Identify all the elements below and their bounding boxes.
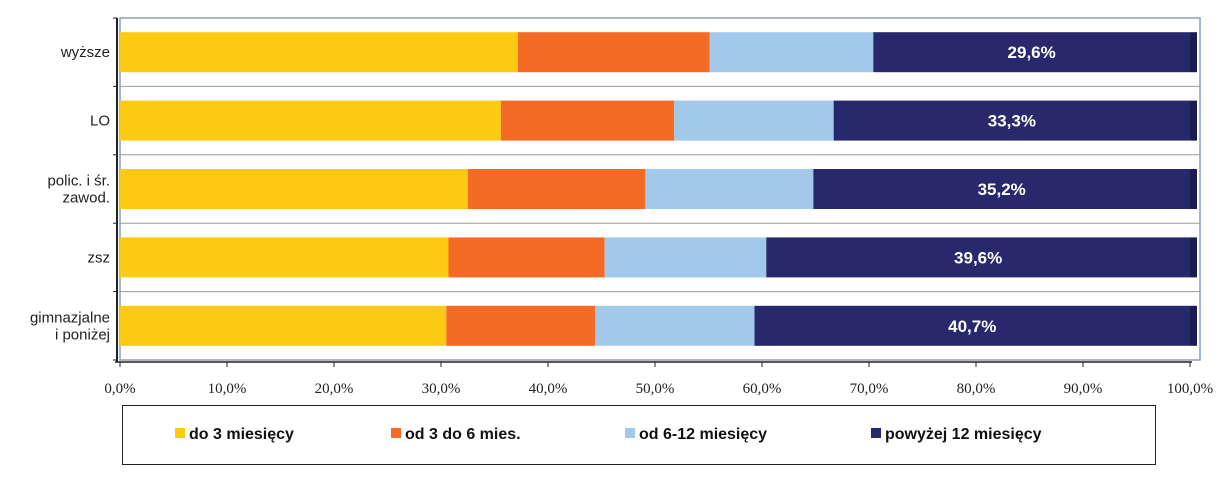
category-labels: wyższe LO polic. i śr.zawod. zsz gimnazjalne… <box>30 44 110 343</box>
axes <box>113 17 1192 367</box>
bar-segment-1-row-5 <box>120 305 447 346</box>
bar-end-edge <box>1190 100 1197 141</box>
legend-swatch-3-to-6-months <box>391 428 401 438</box>
legend-swatch-over-12-months <box>871 428 881 438</box>
data-label: 40,7% <box>948 317 996 336</box>
x-tick-label: 30,0% <box>422 381 461 397</box>
bar-end-edge <box>1190 32 1197 73</box>
x-tick-label: 50,0% <box>636 381 675 397</box>
bar-segment-3-row-2 <box>674 100 834 141</box>
x-tick-label: 90,0% <box>1064 381 1103 397</box>
bar-segment-3-row-1 <box>709 32 874 73</box>
bar-segment-2-row-5 <box>446 305 596 346</box>
tick-labels: 0,0% 10,0% 20,0% 30,0% 40,0% 50,0% 60,0% 70,0% 8… <box>104 381 1213 397</box>
legend-swatch-6-to-12-months <box>625 428 635 438</box>
category-label: wyższe <box>60 44 110 61</box>
x-tick-label: 40,0% <box>529 381 568 397</box>
data-label: 39,6% <box>954 248 1002 267</box>
x-tick-label: 80,0% <box>957 381 996 397</box>
category-label: gimnazjalne <box>30 309 110 326</box>
x-tick-label: 60,0% <box>743 381 782 397</box>
legend-item-6-to-12-months: od 6-12 miesięcy <box>625 426 767 444</box>
stacked-bar-chart: 29,6% 33,3% 35,2% 39,6% 40,7% wyższe LO polic.… <box>30 17 1213 397</box>
legend-item-up-to-3-months: do 3 miesięcy <box>175 426 294 444</box>
gridlines <box>120 17 1200 361</box>
category-label: zsz <box>88 249 111 266</box>
legend-label: do 3 miesięcy <box>189 426 294 443</box>
bar-end-edge <box>1190 305 1197 346</box>
category-label: zawod. <box>62 190 110 207</box>
bar-segment-3-row-4 <box>604 237 767 278</box>
data-label: 35,2% <box>978 180 1026 199</box>
bar-segment-4-row-2 <box>833 100 1190 141</box>
x-tick-label: 10,0% <box>208 381 247 397</box>
bar-segment-2-row-4 <box>448 237 605 278</box>
legend: do 3 miesięcy od 3 do 6 mies. od 6-12 mi… <box>122 405 1156 465</box>
x-tick-label: 100,0% <box>1167 381 1213 397</box>
bar-segment-4-row-1 <box>873 32 1190 73</box>
bar-end-edge <box>1190 169 1197 209</box>
legend-swatch-up-to-3-months <box>175 428 185 438</box>
data-label: 29,6% <box>1008 43 1056 62</box>
category-label: polic. i śr. <box>47 173 110 190</box>
bar-segment-4-row-4 <box>766 237 1190 278</box>
legend-label: od 3 do 6 mies. <box>405 426 521 443</box>
data-label: 33,3% <box>988 112 1036 131</box>
legend-item-over-12-months: powyżej 12 miesięcy <box>871 426 1042 444</box>
x-tick-label: 70,0% <box>850 381 889 397</box>
bar-segment-4-row-3 <box>813 169 1190 209</box>
x-tick-label: 20,0% <box>315 381 354 397</box>
x-tick-label: 0,0% <box>104 381 135 397</box>
bar-segment-2-row-3 <box>467 169 646 209</box>
bar-segment-3-row-3 <box>645 169 814 209</box>
bar-segment-1-row-1 <box>120 32 519 73</box>
legend-label: powyżej 12 miesięcy <box>885 426 1042 443</box>
bar-segment-2-row-1 <box>518 32 710 73</box>
bar-segment-4-row-5 <box>754 305 1190 346</box>
bars: 29,6% 33,3% 35,2% 39,6% 40,7% <box>120 32 1197 346</box>
bar-end-edge <box>1190 237 1197 278</box>
legend-label: od 6-12 miesięcy <box>639 426 768 443</box>
category-label: LO <box>90 113 110 130</box>
bar-segment-1-row-4 <box>120 237 449 278</box>
bar-segment-1-row-2 <box>120 100 501 141</box>
bar-segment-3-row-5 <box>595 305 755 346</box>
category-label: i poniżej <box>55 326 110 343</box>
bar-segment-1-row-3 <box>120 169 468 209</box>
bar-segment-2-row-2 <box>500 100 675 141</box>
legend-item-3-to-6-months: od 3 do 6 mies. <box>391 426 521 444</box>
